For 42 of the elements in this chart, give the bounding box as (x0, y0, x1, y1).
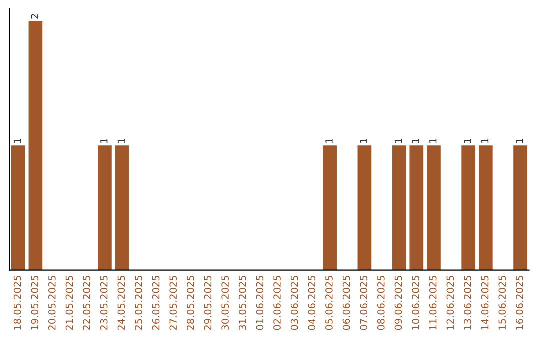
x-tick-label: 02.06.2025 (274, 276, 281, 330)
x-tick-label: 18.05.2025 (14, 276, 22, 330)
x-tick-label: 11.06.2025 (429, 276, 437, 330)
data-label: 2 (31, 14, 38, 19)
x-tick-label: 23.05.2025 (100, 276, 108, 330)
x-tick-label: 31.05.2025 (238, 276, 246, 330)
x-tick-label: 14.06.2025 (481, 276, 489, 330)
x-tick-label: 16.06.2025 (516, 276, 524, 330)
data-label: 1 (516, 138, 524, 144)
data-label: 1 (326, 138, 333, 144)
x-tick-label: 07.06.2025 (360, 276, 368, 330)
x-tick-label: 03.06.2025 (290, 276, 298, 330)
x-tick-label: 05.06.2025 (326, 276, 333, 330)
data-label: 1 (430, 138, 437, 144)
x-tick-label: 12.06.2025 (446, 276, 454, 330)
data-label: 1 (412, 138, 420, 144)
x-tick-label: 04.06.2025 (308, 276, 316, 330)
x-tick-label: 01.06.2025 (256, 276, 264, 330)
x-tick-label: 28.05.2025 (187, 276, 194, 330)
x-tick-label: 08.06.2025 (377, 276, 385, 330)
x-tick-label: 20.05.2025 (48, 276, 56, 330)
data-label: 1 (394, 138, 402, 144)
x-tick-label: 26.05.2025 (152, 276, 160, 330)
x-tick-label: 13.06.2025 (464, 276, 472, 330)
x-tick-label: 09.06.2025 (394, 276, 402, 330)
x-tick-label: 24.05.2025 (118, 276, 126, 330)
data-label: 1 (482, 138, 489, 144)
x-tick-label: 06.06.2025 (342, 276, 350, 330)
x-tick-label: 21.05.2025 (66, 276, 74, 330)
data-label: 1 (14, 138, 22, 144)
x-tick-label: 19.05.2025 (31, 276, 39, 330)
data-label: 1 (100, 138, 108, 144)
x-tick-label: 30.05.2025 (222, 276, 229, 330)
x-tick-label: 10.06.2025 (412, 276, 420, 330)
x-tick-label: 22.05.2025 (83, 276, 90, 330)
x-tick-label: 27.05.2025 (170, 276, 178, 330)
data-label: 1 (118, 138, 125, 144)
data-label: 1 (464, 138, 472, 144)
x-tick-label: 25.05.2025 (135, 276, 142, 330)
data-label: 1 (360, 138, 368, 144)
x-tick-label: 15.06.2025 (498, 276, 506, 330)
x-tick-label: 29.05.2025 (204, 276, 212, 330)
